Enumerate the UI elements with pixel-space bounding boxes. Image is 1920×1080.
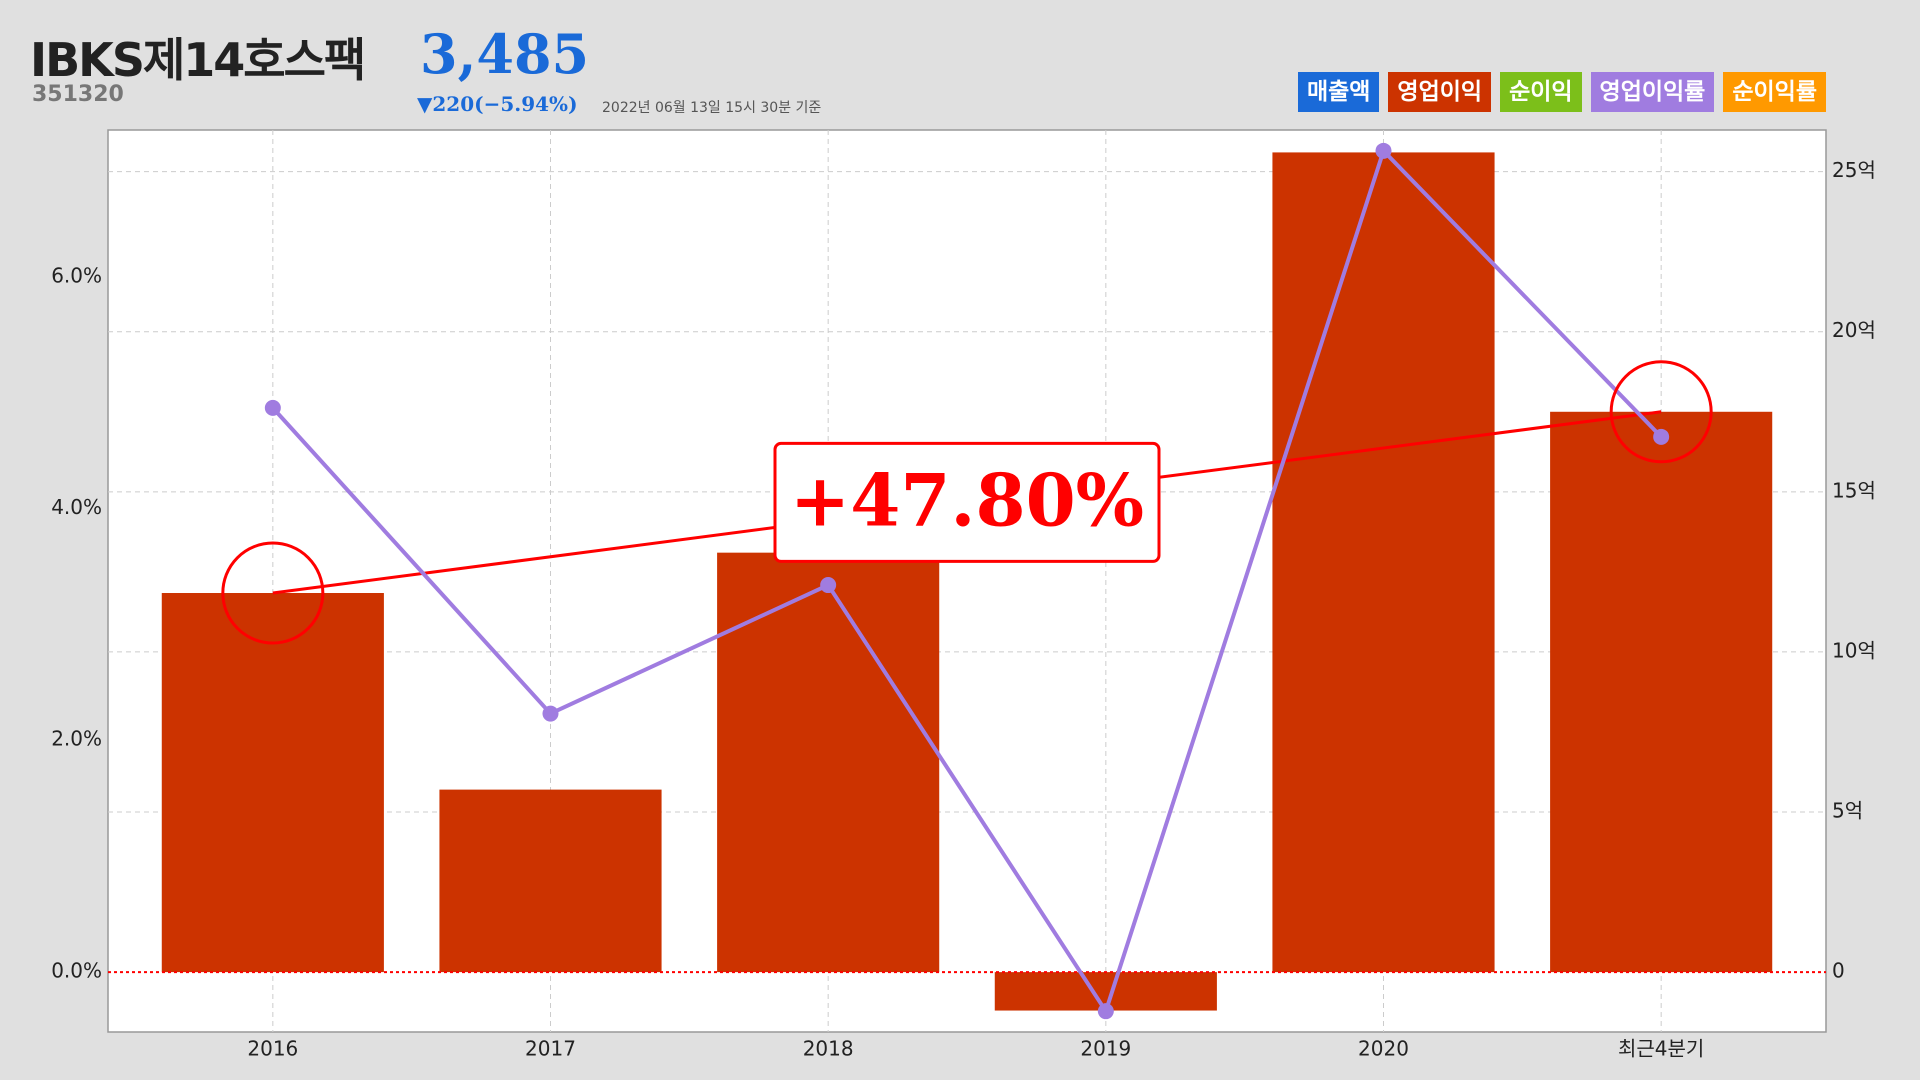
y2-tick-label: 0 bbox=[1832, 959, 1845, 983]
price-change: ▼220(−5.94%) bbox=[417, 92, 578, 116]
bar bbox=[717, 552, 940, 973]
bar bbox=[161, 593, 384, 973]
x-tick-label: 2017 bbox=[525, 1037, 576, 1061]
y-tick-label: 2.0% bbox=[51, 727, 102, 751]
plot-area bbox=[107, 129, 1827, 1033]
annotation-box bbox=[773, 441, 1161, 563]
legend-button[interactable]: 영업이익률 bbox=[1590, 72, 1715, 112]
line-point bbox=[1653, 428, 1670, 445]
bar bbox=[1272, 152, 1495, 973]
line-point bbox=[1097, 1003, 1114, 1020]
legend-button[interactable]: 순이익 bbox=[1500, 72, 1582, 112]
annotation: +47.80% bbox=[790, 457, 1144, 542]
stock-code: 351320 bbox=[32, 82, 124, 107]
y2-tick-label: 10억 bbox=[1832, 638, 1876, 662]
line-point bbox=[1375, 142, 1392, 159]
line-point bbox=[820, 577, 837, 594]
bar bbox=[439, 789, 662, 973]
x-tick-label: 2020 bbox=[1358, 1037, 1409, 1061]
header: IBKS제14호스팩 3,485 351320 ▼220(−5.94%) 202… bbox=[0, 0, 1920, 130]
highlight-circle bbox=[221, 541, 325, 645]
y2-tick-label: 15억 bbox=[1832, 478, 1876, 502]
y-tick-label: 6.0% bbox=[51, 264, 102, 288]
x-tick-label: 2018 bbox=[803, 1037, 854, 1061]
y-tick-label: 4.0% bbox=[51, 495, 102, 519]
line-point bbox=[264, 399, 281, 416]
y2-tick-label: 20억 bbox=[1832, 318, 1876, 342]
x-tick-label: 2016 bbox=[247, 1037, 298, 1061]
y2-tick-label: 25억 bbox=[1832, 158, 1876, 182]
legend-button[interactable]: 순이익률 bbox=[1723, 72, 1826, 112]
bar bbox=[1550, 411, 1773, 973]
y2-tick-label: 5억 bbox=[1832, 799, 1863, 823]
stock-name: IBKS제14호스팩 bbox=[30, 33, 366, 87]
highlight-circle bbox=[1609, 360, 1713, 464]
x-tick-label: 최근4분기 bbox=[1618, 1037, 1704, 1061]
y-tick-label: 0.0% bbox=[51, 958, 102, 982]
line-point bbox=[542, 705, 559, 722]
legend-button[interactable]: 영업이익 bbox=[1388, 72, 1492, 112]
timestamp: 2022년 06월 13일 15시 30분 기준 bbox=[602, 100, 822, 116]
line bbox=[271, 147, 1663, 1016]
price: 3,485 bbox=[420, 22, 590, 86]
x-tick-label: 2019 bbox=[1080, 1037, 1131, 1061]
legend-button[interactable]: 매출액 bbox=[1297, 72, 1380, 112]
legend: 매출액 영업이익 순이익 영업이익률 순이익률 bbox=[1297, 72, 1826, 112]
